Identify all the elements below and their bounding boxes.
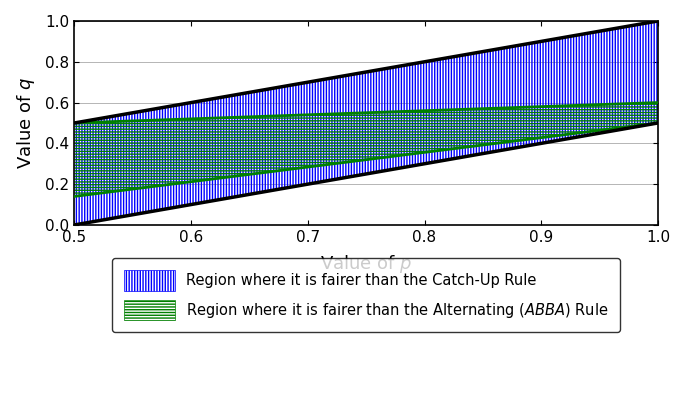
Legend: Region where it is fairer than the Catch-Up Rule, Region where it is fairer than: Region where it is fairer than the Catch… (112, 258, 621, 332)
Y-axis label: Value of $q$: Value of $q$ (15, 77, 37, 169)
X-axis label: Value of $p$: Value of $p$ (320, 253, 412, 275)
